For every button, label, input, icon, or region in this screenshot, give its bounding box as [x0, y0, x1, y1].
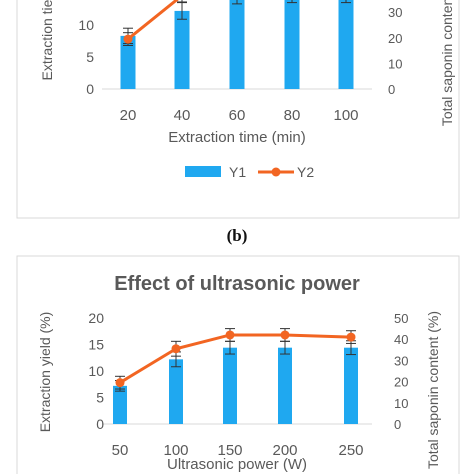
- panel-label: (b): [226, 226, 248, 245]
- legend-label: Y2: [297, 164, 314, 180]
- bar: [338, 0, 354, 90]
- x-tick-label: 80: [284, 107, 301, 124]
- x-tick-label: 50: [112, 442, 129, 459]
- y-tick-label: 10: [78, 17, 94, 33]
- y-tick-label: 15: [78, 0, 94, 1]
- bar: [284, 0, 300, 90]
- y-axis-label: Extraction tie: [39, 0, 55, 80]
- y2-tick-label: 40: [394, 332, 408, 347]
- series-point: [280, 330, 290, 340]
- y2-tick-label: 30: [388, 5, 402, 20]
- series-point: [123, 34, 133, 44]
- y2-tick-label: 50: [394, 311, 408, 326]
- legend-label: Y1: [229, 164, 246, 180]
- bar: [174, 10, 190, 90]
- bar: [169, 359, 183, 424]
- y-tick-label: 5: [86, 49, 94, 65]
- y-tick-label: 15: [88, 337, 104, 353]
- y-tick-label: 10: [88, 363, 104, 379]
- x-tick-label: 40: [174, 107, 191, 124]
- legend-swatch-bar: [185, 166, 221, 177]
- y2-tick-label: 10: [388, 56, 402, 71]
- series-point: [225, 330, 235, 340]
- y2-tick-label: 20: [388, 31, 402, 46]
- y2-axis-label: Total saponin content (%): [425, 311, 441, 469]
- y-tick-label: 0: [96, 416, 104, 432]
- series-point: [115, 378, 125, 388]
- y2-tick-label: 20: [394, 375, 408, 390]
- y-tick-label: 0: [86, 81, 94, 97]
- y2-axis-label: Total saponin content: [439, 0, 455, 126]
- chart-title: Effect of ultrasonic power: [114, 273, 360, 295]
- series-point: [171, 344, 181, 354]
- x-tick-label: 60: [229, 107, 246, 124]
- bar: [120, 35, 136, 89]
- y-tick-label: 5: [96, 390, 104, 406]
- bar: [229, 0, 245, 90]
- bar: [113, 385, 127, 424]
- y2-tick-label: 30: [394, 353, 408, 368]
- chart-top-plot: 05101501020304020406080100Extraction tim…: [39, 0, 455, 180]
- chart-frame-bottom: [16, 255, 460, 474]
- bar: [278, 347, 292, 424]
- series-point: [346, 332, 356, 342]
- x-tick-label: 100: [333, 107, 358, 124]
- x-tick-label: 250: [338, 442, 363, 459]
- x-axis-label: Extraction time (min): [168, 129, 306, 146]
- y2-tick-label: 10: [394, 396, 408, 411]
- x-tick-label: 200: [272, 442, 297, 459]
- y2-tick-label: 0: [388, 82, 395, 97]
- series-line: [127, 0, 179, 41]
- bar: [344, 347, 358, 424]
- y-axis-label: Extraction yield (%): [37, 312, 53, 433]
- x-tick-label: 20: [120, 107, 137, 124]
- legend-swatch-point: [271, 167, 281, 177]
- y-tick-label: 20: [88, 310, 104, 326]
- bar: [223, 347, 237, 424]
- x-axis-label: Ultrasonic power (W): [167, 456, 307, 473]
- x-tick-label: 100: [163, 442, 188, 459]
- y2-tick-label: 0: [394, 417, 401, 432]
- x-tick-label: 150: [217, 442, 242, 459]
